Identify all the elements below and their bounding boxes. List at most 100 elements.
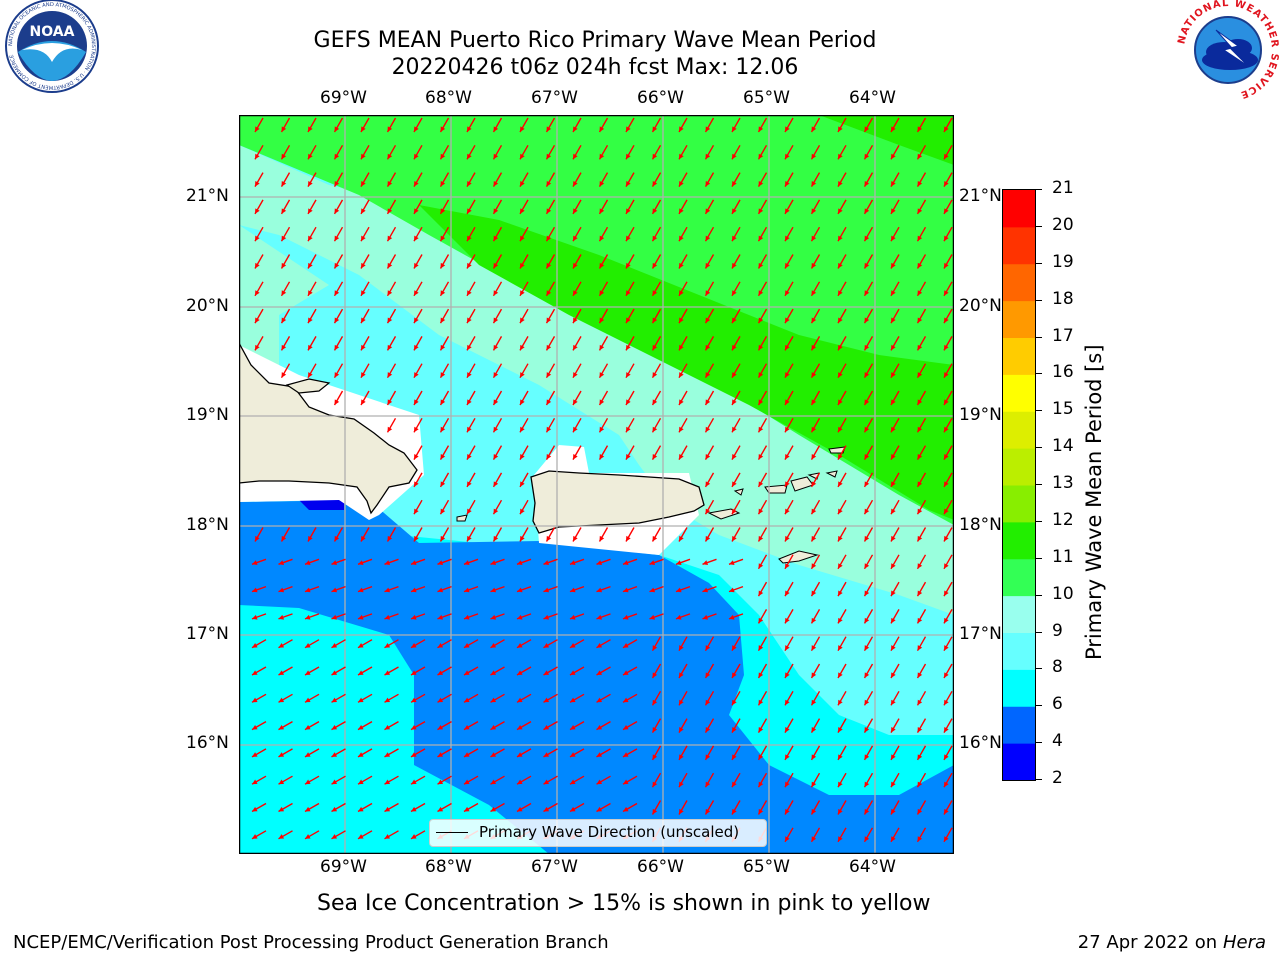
wave-direction-arrowhead (467, 235, 472, 242)
wave-direction-arrowhead (811, 699, 817, 706)
wave-direction-arrowhead (517, 806, 523, 812)
wave-direction-arrowhead (705, 235, 711, 242)
wave-direction-arrowhead (623, 779, 629, 785)
wave-direction-arrowhead (652, 699, 658, 706)
wave-direction-arrowhead (305, 724, 311, 730)
colorbar-segment (1003, 706, 1035, 744)
wave-direction-arrowhead (281, 344, 287, 351)
wave-direction-arrowhead (891, 727, 896, 733)
wave-direction-arrowhead (679, 372, 684, 378)
wave-direction-arrowhead (891, 563, 896, 569)
wave-direction-arrowhead (384, 752, 391, 757)
wave-direction-arrowhead (573, 126, 578, 132)
wave-direction-arrowhead (546, 317, 552, 324)
wave-direction-arrowhead (944, 426, 949, 433)
wave-direction-arrowhead (944, 617, 949, 624)
wave-direction-arrowhead (891, 781, 896, 788)
wave-direction-arrowhead (705, 645, 711, 651)
footer-date-text: 27 Apr 2022 on (1077, 932, 1223, 953)
wave-direction-arrowhead (891, 590, 896, 597)
wave-direction-arrowhead (467, 481, 472, 487)
wave-direction-arrowhead (278, 779, 285, 785)
wave-direction-arrowhead (652, 181, 658, 187)
wave-direction-arrowhead (358, 697, 364, 703)
wave-direction-arrowhead (573, 235, 578, 242)
svg-text:NOAA: NOAA (30, 24, 75, 40)
wave-direction-arrowhead (305, 614, 311, 620)
wave-direction-arrowhead (440, 181, 446, 187)
wave-direction-arrowhead (864, 426, 870, 433)
wave-direction-arrowhead (358, 724, 364, 730)
wave-direction-arrowhead (599, 290, 605, 296)
wave-direction-arrowhead (917, 590, 923, 597)
wave-direction-arrowhead (811, 262, 817, 269)
wave-direction-arrowhead (917, 181, 923, 187)
wave-direction-arrowhead (891, 344, 896, 351)
wave-direction-arrowhead (811, 645, 817, 651)
wave-direction-arrowhead (440, 317, 446, 324)
wave-direction-arrowhead (785, 372, 790, 378)
wave-direction-arrowhead (411, 614, 417, 620)
colorbar-tick-label: 21 (1052, 178, 1074, 198)
wave-direction-arrowhead (838, 481, 843, 487)
wave-direction-arrowhead (464, 614, 470, 620)
colorbar-segment (1003, 374, 1035, 412)
wave-direction-arrowhead (917, 754, 923, 760)
wave-direction-arrowhead (917, 563, 923, 569)
wave-direction-arrowhead (652, 208, 658, 214)
wave-direction-arrowhead (676, 614, 682, 620)
lon-tick-bottom: 65°W (743, 857, 790, 877)
legend-label: Primary Wave Direction (unscaled) (479, 823, 740, 841)
wave-direction-arrowhead (490, 806, 497, 812)
wave-direction-arrowhead (467, 399, 472, 405)
wave-direction-arrowhead (543, 752, 550, 757)
wave-direction-arrowhead (384, 724, 391, 730)
wave-direction-arrowhead (308, 153, 313, 160)
wave-direction-arrowhead (411, 697, 417, 703)
wave-direction-arrowhead (626, 344, 631, 351)
wave-direction-arrowhead (252, 834, 258, 839)
wave-direction-arrowhead (331, 643, 338, 648)
wave-direction-arrowhead (252, 697, 258, 703)
colorbar-segment (1003, 411, 1035, 449)
wave-direction-arrowhead (596, 670, 603, 675)
wave-direction-arrowhead (517, 587, 523, 593)
wave-direction-arrowhead (520, 153, 525, 160)
wave-direction-arrowhead (596, 587, 603, 593)
wave-direction-arrowhead (305, 560, 311, 565)
colorbar-tick-mark (1035, 520, 1042, 522)
wave-direction-arrowhead (278, 614, 285, 620)
wave-direction-arrowhead (944, 208, 949, 214)
wave-direction-arrowhead (785, 426, 790, 433)
wave-direction-arrowhead (278, 670, 285, 675)
wave-direction-arrowhead (570, 614, 576, 620)
wave-direction-arrowhead (864, 645, 870, 651)
wave-direction-arrowhead (490, 643, 497, 648)
wave-direction-arrowhead (334, 344, 340, 351)
wave-direction-arrowhead (652, 126, 658, 132)
wave-direction-arrowhead (623, 643, 629, 648)
wave-direction-arrowhead (570, 643, 576, 648)
wave-direction-arrowhead (255, 181, 260, 187)
colorbar-tick-mark (1035, 594, 1042, 596)
map-title: GEFS MEAN Puerto Rico Primary Wave Mean … (313, 28, 877, 53)
wave-direction-arrowhead (838, 672, 843, 678)
wave-direction-arrowhead (440, 235, 446, 242)
wave-direction-arrowhead (944, 672, 949, 678)
wave-direction-arrowhead (732, 235, 737, 242)
wave-direction-arrowhead (493, 399, 499, 405)
wave-direction-arrowhead (358, 752, 364, 757)
wave-direction-arrowhead (811, 836, 817, 842)
wave-direction-arrowhead (546, 372, 552, 378)
wave-direction-arrowhead (334, 317, 340, 324)
wave-direction-arrowhead (520, 317, 525, 324)
lon-tick-top: 65°W (743, 88, 790, 108)
wave-direction-arrowhead (573, 153, 578, 160)
wave-direction-arrowhead (811, 426, 817, 433)
wave-direction-arrowhead (467, 426, 472, 433)
lon-tick-bottom: 66°W (637, 857, 684, 877)
colorbar-segment (1003, 448, 1035, 486)
lon-tick-top: 69°W (320, 88, 367, 108)
wave-direction-arrowhead (278, 806, 285, 812)
wave-direction-arrowhead (464, 806, 470, 812)
